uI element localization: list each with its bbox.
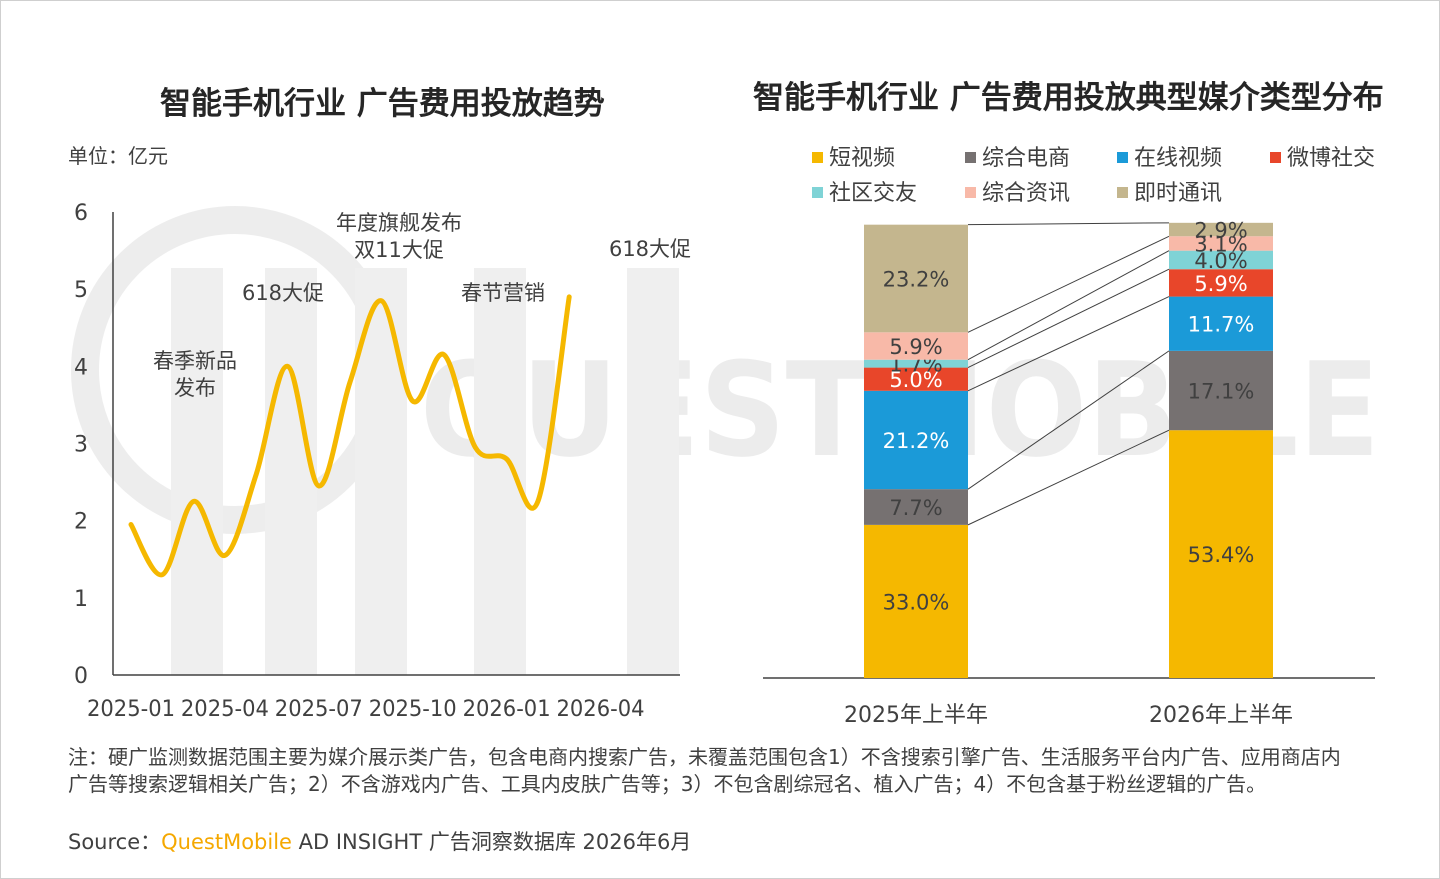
bar-segment xyxy=(864,367,968,391)
bar-segment xyxy=(864,359,968,368)
connector-line xyxy=(967,429,1170,526)
right-chart-title: 智能手机行业 广告费用投放典型媒介类型分布 xyxy=(753,80,1384,116)
legend-label: 社区交友 xyxy=(829,181,918,206)
y-tick-label: 2 xyxy=(74,510,88,535)
bg-band xyxy=(171,268,223,675)
legend-item: 即时通讯 xyxy=(1117,175,1222,207)
connector-line xyxy=(967,235,1170,333)
connector-line xyxy=(967,222,1170,226)
legend-swatch xyxy=(965,186,976,198)
legend-item: 综合电商 xyxy=(965,140,1070,172)
bar-data-label: 3.1% xyxy=(1194,232,1247,256)
bar-segment xyxy=(864,390,968,490)
stacked-bar: 33.0%7.7%21.2%5.0%1.7%5.9%23.2% xyxy=(864,224,968,678)
legend-swatch xyxy=(965,151,976,163)
source-brand: QuestMobile xyxy=(161,830,292,854)
legend-swatch xyxy=(1270,151,1281,163)
legend-label: 综合资讯 xyxy=(982,181,1071,206)
bar-data-label: 2.9% xyxy=(1194,219,1247,243)
bar-data-label: 11.7% xyxy=(1188,313,1255,337)
bar-segment xyxy=(1169,236,1273,251)
bar-segment xyxy=(864,332,968,360)
trend-line xyxy=(128,294,572,578)
bar-data-label: 7.7% xyxy=(889,496,942,520)
bar-segment xyxy=(1169,430,1273,678)
connector-line xyxy=(967,268,1170,369)
legend-swatch xyxy=(812,186,823,198)
bg-band xyxy=(265,268,317,675)
legend-swatch xyxy=(812,151,823,163)
legend-label: 综合电商 xyxy=(982,146,1071,171)
source-line: Source：QuestMobile AD INSIGHT 广告洞察数据库 20… xyxy=(68,826,691,856)
connector-line xyxy=(967,296,1170,392)
y-tick-label: 3 xyxy=(74,433,88,458)
bar-data-label: 23.2% xyxy=(883,267,950,291)
legend-label: 即时通讯 xyxy=(1134,181,1223,206)
connector-line xyxy=(967,350,1170,490)
bar-data-label: 5.9% xyxy=(889,335,942,359)
left-chart-title: 智能手机行业 广告费用投放趋势 xyxy=(160,86,605,122)
bar-data-label: 4.0% xyxy=(1194,249,1247,273)
source-prefix: Source： xyxy=(68,830,162,854)
bar-data-label: 21.2% xyxy=(883,429,950,453)
bar-segment xyxy=(864,524,968,678)
connector-line xyxy=(967,250,1170,361)
legend-swatch xyxy=(1117,186,1128,198)
event-annotation: 春节营销 xyxy=(461,281,545,305)
legend-swatch xyxy=(1117,151,1128,163)
bar-segment xyxy=(1169,269,1273,297)
bar-segment xyxy=(1169,222,1273,237)
event-annotation: 春季新品 xyxy=(153,349,237,373)
unit-label: 单位：亿元 xyxy=(68,144,168,168)
x-tick-label: 2026-04 xyxy=(557,697,645,722)
y-tick-label: 5 xyxy=(74,278,88,303)
y-tick-label: 0 xyxy=(74,664,88,689)
bar-segment xyxy=(864,489,968,525)
event-annotation: 年度旗舰发布 xyxy=(336,211,462,235)
event-annotation: 发布 xyxy=(174,376,216,400)
event-annotation: 双11大促 xyxy=(354,238,444,262)
event-annotation: 618大促 xyxy=(242,281,324,305)
event-annotation: 618大促 xyxy=(609,237,691,261)
x-tick-label: 2026-01 xyxy=(463,697,551,722)
legend-label: 微博社交 xyxy=(1287,146,1376,171)
bar-segment xyxy=(1169,250,1273,270)
legend-item: 微博社交 xyxy=(1270,140,1375,172)
legend-item: 综合资讯 xyxy=(965,175,1070,207)
legend-label: 在线视频 xyxy=(1134,146,1223,171)
x-tick-label: 2025-01 xyxy=(87,697,175,722)
y-tick-label: 4 xyxy=(74,355,88,380)
bar-data-label: 5.9% xyxy=(1194,272,1247,296)
bar-category-label: 2025年上半年 xyxy=(844,703,988,728)
bar-data-label: 53.4% xyxy=(1188,543,1255,567)
footnote: 注：硬广监测数据范围主要为媒介展示类广告，包含电商内搜索广告，未覆盖范围包含1）… xyxy=(68,745,1341,796)
legend-item: 社区交友 xyxy=(812,175,917,207)
legend-label: 短视频 xyxy=(829,146,896,171)
bar-data-label: 5.0% xyxy=(889,368,942,392)
y-tick-label: 1 xyxy=(74,587,88,612)
source-suffix: AD INSIGHT 广告洞察数据库 2026年6月 xyxy=(291,830,692,854)
x-tick-label: 2025-07 xyxy=(275,697,363,722)
bar-data-label: 33.0% xyxy=(883,590,950,614)
bar-category-label: 2026年上半年 xyxy=(1149,703,1293,728)
bg-band xyxy=(627,268,679,675)
x-tick-label: 2025-10 xyxy=(369,697,457,722)
legend-item: 在线视频 xyxy=(1117,140,1222,172)
x-tick-label: 2025-04 xyxy=(181,697,269,722)
y-tick-label: 6 xyxy=(74,201,88,226)
bar-segment xyxy=(1169,296,1273,351)
bar-data-label: 17.1% xyxy=(1188,380,1255,404)
bg-band xyxy=(474,268,526,675)
bar-segment xyxy=(864,224,968,333)
legend-item: 短视频 xyxy=(812,140,895,172)
stacked-bar: 53.4% 17.1% 11.7% 5.9%4.0%3.1%2.9% xyxy=(1169,219,1273,678)
bar-segment xyxy=(1169,350,1273,431)
